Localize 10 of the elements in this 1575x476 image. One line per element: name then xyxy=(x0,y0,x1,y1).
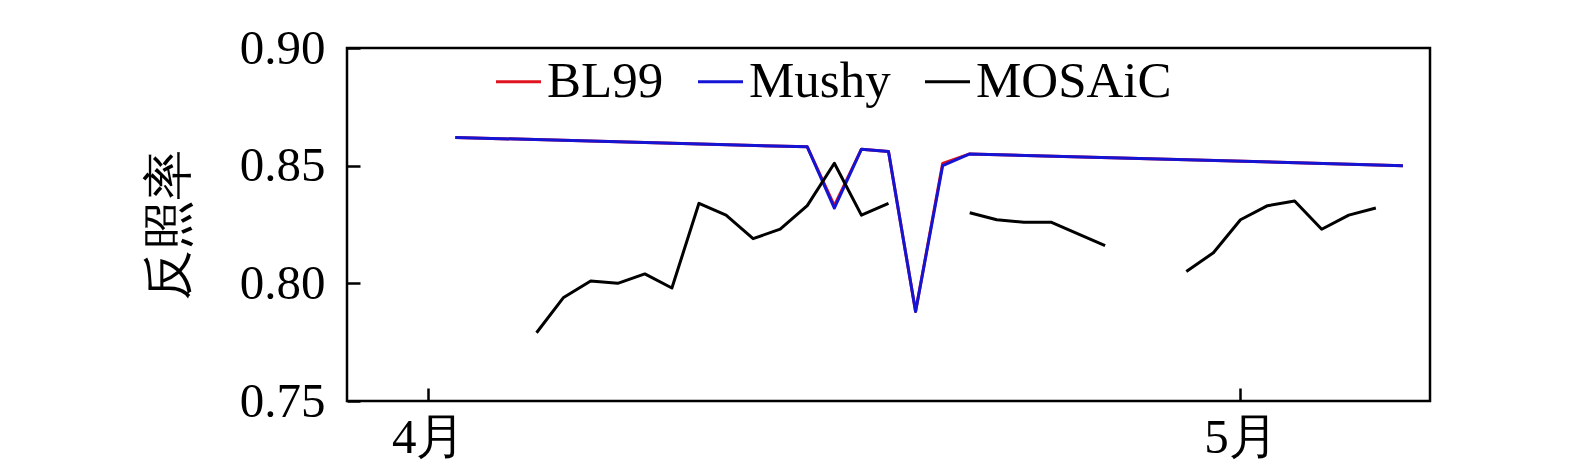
legend-label: Mushy xyxy=(749,51,892,108)
x-tick-label: 4月 xyxy=(391,408,466,464)
y-axis-title: 反照率 xyxy=(139,150,196,300)
y-tick-label: 0.90 xyxy=(239,19,326,75)
y-tick-label: 0.85 xyxy=(239,137,326,193)
y-tick-label: 0.80 xyxy=(239,254,326,310)
legend-label: BL99 xyxy=(547,51,664,108)
legend-label: MOSAiC xyxy=(976,51,1172,108)
y-tick-label: 0.75 xyxy=(239,372,326,428)
x-tick-label: 5月 xyxy=(1204,408,1278,464)
